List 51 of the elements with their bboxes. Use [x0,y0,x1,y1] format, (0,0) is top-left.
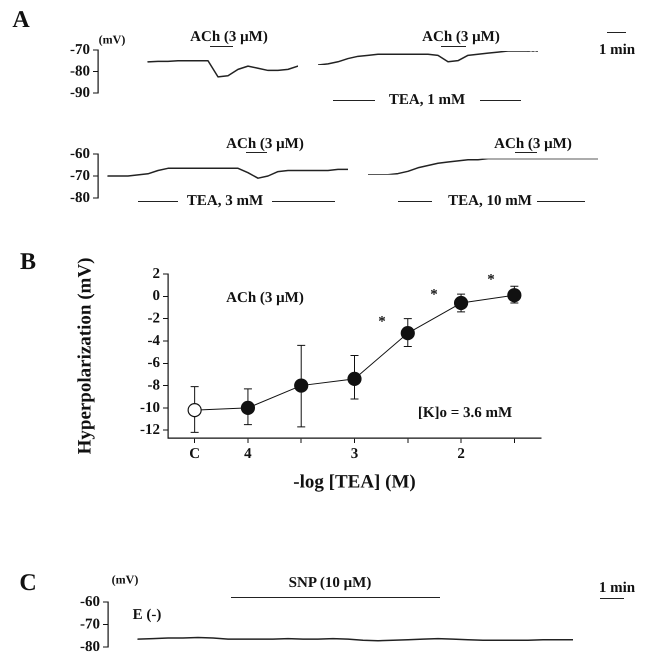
annotation: * [487,272,495,288]
x-tick-label: 3 [350,446,358,462]
point [347,372,362,386]
y-tick-label: -2 [148,310,160,326]
y-tick-label: -60 [70,146,90,162]
y-tick-label: -90 [70,84,90,101]
y-tick-label: -8 [148,377,160,394]
text: 1 min [598,580,636,596]
y-axis-title: (mV) [112,572,138,587]
x-tick-label: C [189,446,200,462]
y-axis-title: (mV) [98,32,126,47]
text: TEA, 10 mM [448,192,532,210]
annotation: * [378,314,386,330]
annotation: ACh (3 μM) [226,290,304,306]
chart-title: B [20,248,36,276]
text: SNP (10 μM) [288,574,372,592]
point [454,296,468,310]
y-tick-label: -70 [80,616,100,632]
text: 1 min [598,42,636,58]
point [188,403,202,418]
x-tick-label: 4 [244,446,252,462]
point [507,288,522,302]
text: ACh (3 μM) [226,136,304,152]
point [294,378,308,393]
y-tick-label: -80 [70,190,90,206]
y-tick-label: -6 [148,355,160,372]
y-tick-label: -70 [70,42,90,58]
y-axis-title: Hyperpolarization (mV) [74,258,96,454]
annotation: TEA, 3 mM [186,192,264,210]
y-tick-label: -10 [140,400,160,416]
x-tick-label: 2 [457,446,465,462]
chart-title: C [19,570,37,596]
point [240,400,256,415]
y-tick-label: -60 [80,594,100,610]
text: ACh (3 μM) [190,28,268,46]
y-tick-label: -12 [140,422,160,438]
text: ACh (3 μM) [494,136,572,152]
chart-title: A [12,6,30,34]
x-axis-title: -log [TEA] (M) [293,472,416,493]
y-tick-label: -80 [80,638,100,655]
annotation: * [430,286,438,304]
y-tick-label: -80 [70,63,90,80]
y-tick-label: 0 [152,288,160,304]
annotation: E (-) [132,606,162,624]
text: TEA, 1 mM [388,92,466,108]
y-tick-label: -70 [70,168,90,184]
y-tick-label: 2 [152,266,160,282]
point [400,326,415,340]
text: ACh (3 μM) [422,28,500,46]
y-tick-label: -4 [148,332,160,349]
annotation: [K]o = 3.6 mM [418,404,512,422]
